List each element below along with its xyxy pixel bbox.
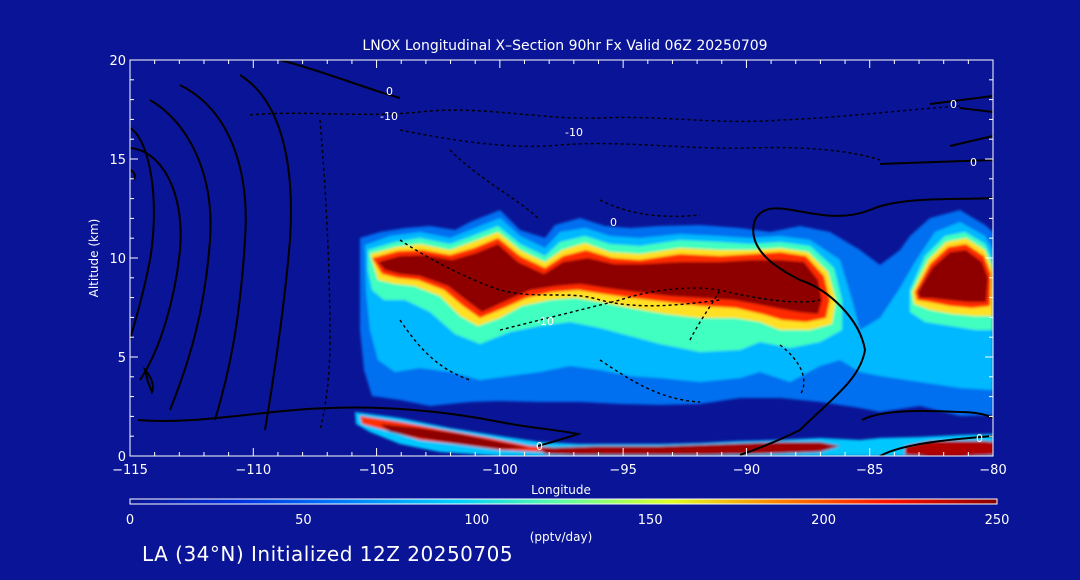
x-tick-label: −115	[112, 463, 148, 478]
y-axis-label: Altitude (km)	[87, 219, 101, 298]
contour-solid-8	[739, 197, 993, 456]
colorbar	[129, 498, 998, 505]
colorbar-tick-label: 250	[985, 513, 1010, 528]
contour-dashed-1	[249, 105, 961, 123]
contour-label-0a: 0	[386, 85, 393, 98]
x-tick-label: −95	[609, 463, 636, 478]
contour-label-10b: -10	[565, 126, 583, 139]
contours-dashed	[249, 105, 961, 431]
contour-solid-4	[179, 84, 247, 421]
colorbar-tick-label: 200	[811, 513, 836, 528]
contour-dashed-2	[319, 119, 331, 431]
contour-label-0c: 0	[536, 440, 543, 453]
y-tick-label: 15	[109, 153, 126, 168]
contour-dashed-8	[399, 319, 701, 403]
contour-solid-2	[130, 147, 182, 381]
footer-caption: LA (34°N) Initialized 12Z 20250705	[142, 542, 514, 566]
contours	[130, 60, 993, 456]
contour-dashed-3	[399, 129, 881, 161]
contour-solid-12	[143, 366, 154, 395]
contour-solid-1	[130, 127, 155, 341]
contour-dashed-7	[449, 149, 701, 221]
y-tick-label: 10	[109, 252, 126, 267]
x-tick-label: −85	[856, 463, 883, 478]
x-tick-label: −105	[359, 463, 395, 478]
y-tick-label: 20	[109, 54, 126, 69]
contour-solid-7	[137, 406, 582, 447]
colorbar-ticks: 0 50 100 150 200 250	[126, 513, 1010, 528]
contour-dashed-4	[399, 239, 721, 307]
x-tick-label: −90	[733, 463, 760, 478]
contour-solid-10	[879, 435, 993, 456]
contour-solid-9	[861, 409, 993, 421]
lnox-core-upper	[378, 244, 988, 314]
contour-solid-11	[879, 95, 993, 165]
contour-labels: 0 -10 -10 0 -10 0 0 0 0	[380, 85, 983, 453]
x-tick-label: −100	[482, 463, 518, 478]
x-tick-label: −110	[235, 463, 271, 478]
colorbar-tick-label: 150	[638, 513, 663, 528]
plot-area: 0 -10 -10 0 -10 0 0 0 0	[130, 60, 993, 456]
contour-dashed-5	[499, 287, 821, 331]
contour-dashed-6	[689, 289, 805, 396]
contour-label-0b: 0	[610, 216, 617, 229]
x-tick-label: −80	[979, 463, 1006, 478]
axes: −115 −110 −105 −100 −95 −90 −85 −80 0 5 10 15 20	[109, 54, 1006, 478]
contour-solid-3	[149, 99, 212, 411]
contour-solid-5	[239, 74, 292, 431]
lnox-surface-east	[905, 441, 993, 456]
lnox-surface-core	[380, 424, 530, 449]
contour-label-0d: 0	[950, 98, 957, 111]
contour-label-0e: 0	[970, 156, 977, 169]
contour-label-10a: -10	[380, 110, 398, 123]
contour-label-0f: 0	[976, 432, 983, 445]
lnox-field	[355, 210, 993, 456]
colorbar-label: (pptv/day)	[530, 530, 593, 544]
contour-solid-6	[279, 60, 401, 99]
contour-label-10c: -10	[536, 315, 554, 328]
chart-title: LNOX Longitudinal X–Section 90hr Fx Vali…	[362, 38, 767, 54]
colorbar-tick-label: 100	[464, 513, 489, 528]
y-tick-label: 0	[118, 450, 126, 465]
colorbar-tick-label: 50	[295, 513, 312, 528]
colorbar-tick-label: 0	[126, 513, 134, 528]
y-tick-label: 5	[118, 351, 126, 366]
x-axis-label: Longitude	[531, 483, 591, 497]
